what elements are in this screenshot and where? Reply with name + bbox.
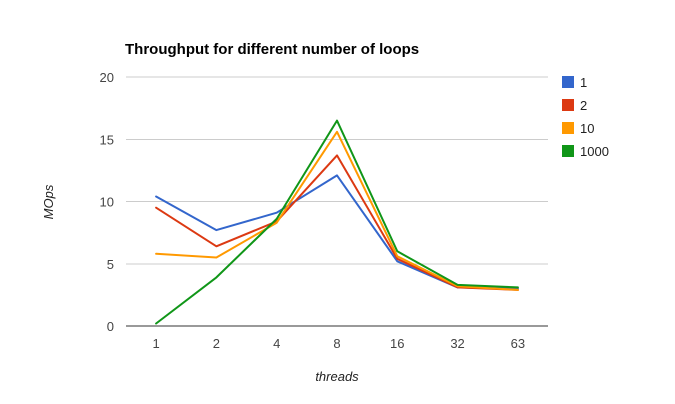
x-tick-label: 2 bbox=[213, 336, 220, 351]
y-tick-label: 5 bbox=[107, 257, 114, 272]
chart-title: Throughput for different number of loops bbox=[125, 41, 419, 58]
series-line-1000 bbox=[155, 119, 519, 325]
y-tick-label: 10 bbox=[100, 195, 114, 210]
x-tick-label: 16 bbox=[390, 336, 404, 351]
legend-swatch-1000 bbox=[562, 145, 574, 157]
y-tick-label: 15 bbox=[100, 132, 114, 147]
legend-label-1: 1 bbox=[580, 75, 587, 90]
gridlines bbox=[126, 76, 548, 327]
x-tick-label: 8 bbox=[333, 336, 340, 351]
legend: 1 2 10 1000 bbox=[562, 75, 609, 159]
y-tick-label: 0 bbox=[107, 319, 114, 334]
legend-swatch-1 bbox=[562, 76, 574, 88]
legend-swatch-2 bbox=[562, 99, 574, 111]
x-tick-label: 4 bbox=[273, 336, 280, 351]
series-line-10 bbox=[155, 130, 519, 291]
y-axis-ticks: 0 5 10 15 20 bbox=[100, 70, 114, 334]
series-lines bbox=[155, 119, 519, 325]
x-axis-label: threads bbox=[315, 369, 359, 384]
legend-swatch-10 bbox=[562, 122, 574, 134]
y-tick-label: 20 bbox=[100, 70, 114, 85]
legend-label-10: 10 bbox=[580, 121, 594, 136]
x-axis-ticks: 1 2 4 8 16 32 63 bbox=[153, 336, 526, 351]
legend-label-1000: 1000 bbox=[580, 144, 609, 159]
x-tick-label: 63 bbox=[511, 336, 525, 351]
x-tick-label: 1 bbox=[153, 336, 160, 351]
series-line-2 bbox=[155, 154, 519, 291]
x-tick-label: 32 bbox=[450, 336, 464, 351]
y-axis-label: MOps bbox=[41, 184, 56, 219]
series-line-1 bbox=[155, 174, 519, 290]
legend-label-2: 2 bbox=[580, 98, 587, 113]
